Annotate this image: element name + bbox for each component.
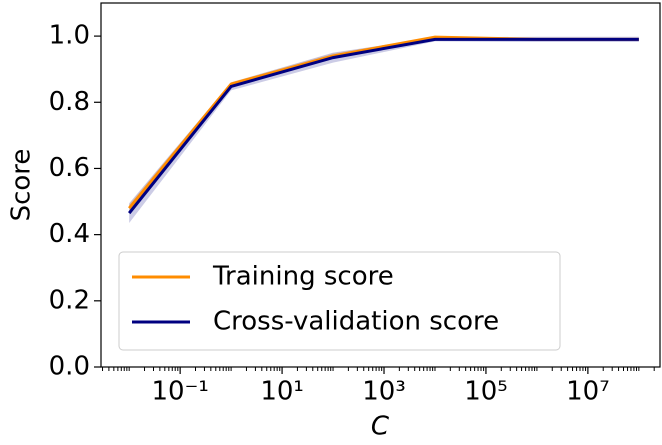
std-band [129, 36, 639, 213]
x-tick-label: 10⁷ [566, 377, 610, 407]
legend-box [118, 251, 561, 351]
y-tick-label: 0.6 [49, 153, 90, 183]
axes-frame [100, 2, 661, 368]
x-tick-label: 10¹ [260, 377, 304, 407]
std-band [129, 36, 639, 224]
x-tick-label: 10⁵ [464, 377, 508, 407]
legend-label: Training score [212, 262, 394, 292]
y-tick-label: 0.4 [49, 219, 90, 249]
x-tick-label: 10⁻¹ [152, 377, 209, 407]
y-tick-label: 0.8 [49, 87, 90, 117]
y-tick-label: 0.0 [49, 352, 90, 382]
x-axis-label: C [371, 412, 390, 442]
y-axis-label: Score [7, 149, 37, 222]
legend-label: Cross-validation score [213, 307, 499, 337]
series-line [128, 37, 639, 215]
y-tick-label: 0.2 [49, 285, 90, 315]
x-tick-label: 10³ [362, 377, 406, 407]
y-tick-label: 1.0 [49, 21, 90, 51]
